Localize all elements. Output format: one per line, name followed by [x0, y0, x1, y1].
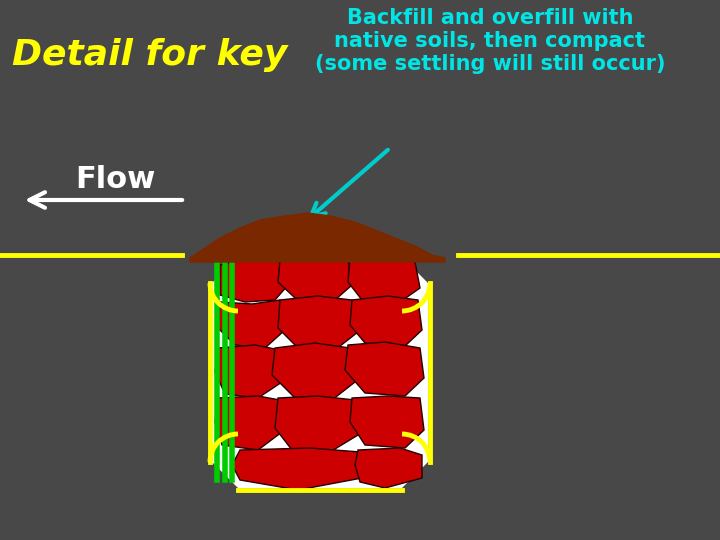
- Polygon shape: [350, 396, 424, 448]
- Polygon shape: [232, 448, 362, 490]
- Polygon shape: [355, 448, 422, 488]
- Polygon shape: [278, 255, 352, 300]
- Polygon shape: [278, 296, 358, 350]
- Polygon shape: [348, 255, 420, 302]
- Text: Backfill and overfill with
native soils, then compact
(some settling will still : Backfill and overfill with native soils,…: [315, 8, 665, 75]
- Polygon shape: [345, 342, 424, 396]
- Polygon shape: [190, 213, 445, 262]
- Polygon shape: [350, 296, 422, 346]
- Polygon shape: [218, 300, 285, 348]
- Polygon shape: [220, 258, 288, 302]
- Polygon shape: [272, 343, 355, 400]
- Polygon shape: [275, 396, 358, 452]
- Text: Flow: Flow: [75, 165, 155, 194]
- Polygon shape: [215, 345, 282, 398]
- Polygon shape: [212, 257, 428, 488]
- Polygon shape: [215, 396, 282, 450]
- Text: Detail for key: Detail for key: [12, 38, 287, 72]
